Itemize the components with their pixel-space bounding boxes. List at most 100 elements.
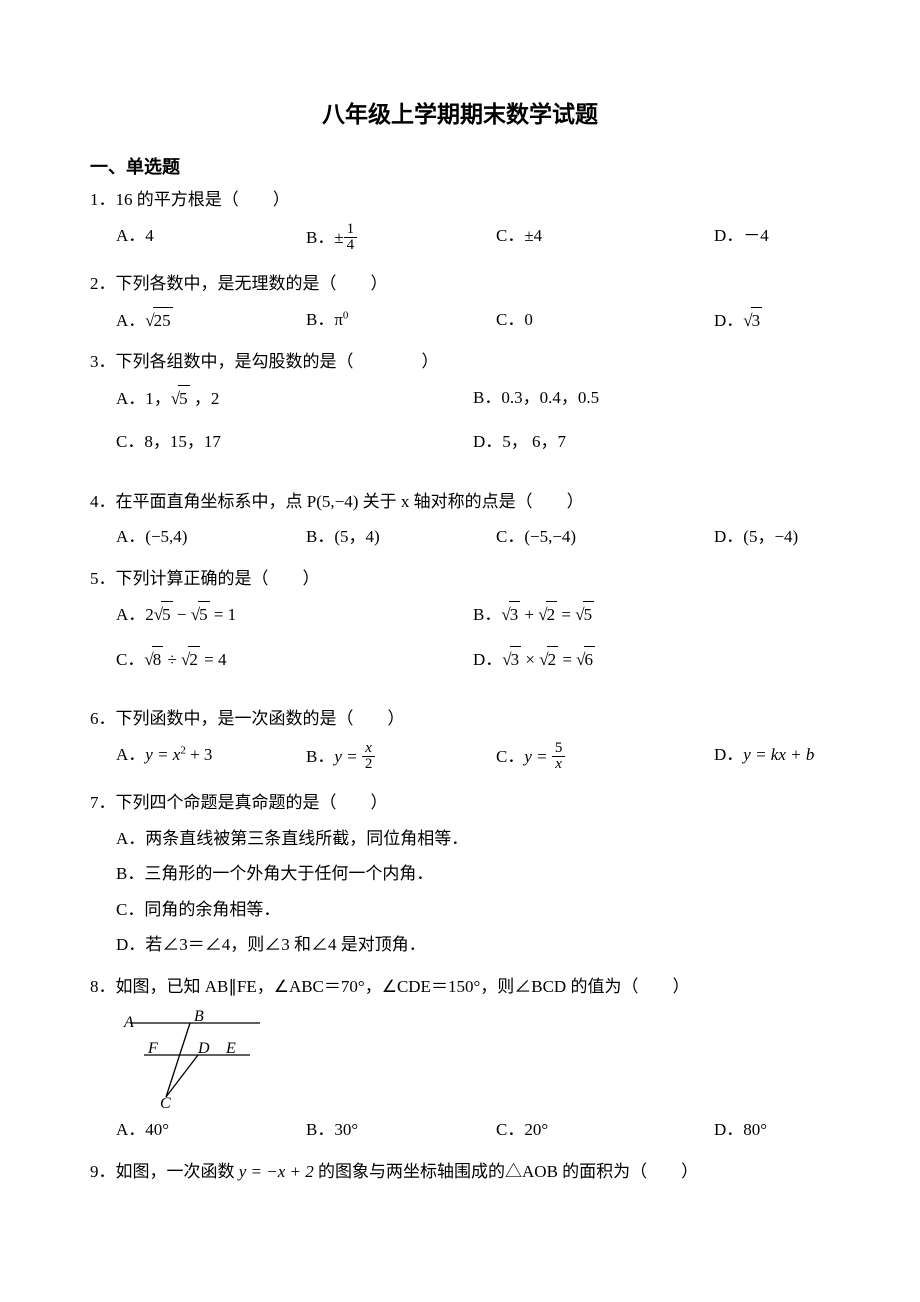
q6-b-frac: x2 (362, 741, 376, 774)
q5-d-sqrt2: √2 (539, 646, 558, 673)
q5-b-eq: = (557, 605, 575, 624)
q4-opt-c: C．(−5,−4) (496, 524, 714, 550)
q5-b-pre: B． (473, 605, 501, 624)
q5-d-eq: = (558, 650, 576, 669)
q5-b-sqrt1: √3 (501, 601, 520, 628)
q1-b-num: 1 (344, 222, 358, 238)
q1-b-frac: 14 (344, 222, 358, 255)
q3-a-post: ，2 (190, 389, 220, 408)
q3-stem: 3．下列各组数中，是勾股数的是（ ） (90, 349, 830, 375)
q4-options: A．(−5,4) B．(5，4) C．(−5,−4) D．(5，−4) (90, 524, 830, 550)
q2-opt-d: D．√3 (714, 307, 762, 334)
q9-stem-post: 的图象与两坐标轴围成的△AOB 的面积为（ ） (314, 1162, 698, 1181)
q5-options: A．2 √5 − √5 = 1 B．√3 + √2 = √5 C．√8 ÷ √2 … (90, 601, 830, 690)
q5-b-sqrt3: √5 (575, 601, 594, 628)
q2-d-pre: D． (714, 311, 743, 330)
q2-b-text: B．π (306, 310, 343, 329)
q8-label-d: D (197, 1040, 210, 1057)
q3-a-pre: A．1， (116, 389, 171, 408)
q8-opt-c: C．20° (496, 1117, 714, 1143)
q2-opt-a: A．√25 (116, 307, 306, 334)
q6-opt-c: C．y = 5x (496, 742, 714, 775)
q5-a-sqrt2: √5 (191, 601, 210, 628)
q7-opt-c: C．同角的余角相等． (116, 897, 830, 923)
q5-opt-d: D．√3 × √2 = √6 (473, 646, 830, 673)
q8-figure: A B F D E C (90, 1009, 830, 1109)
q1-options: A．4 B．±14 C．±4 D．－4 (90, 223, 830, 256)
q3-a-rad: 5 (178, 385, 190, 412)
q8-label-f: F (147, 1040, 158, 1057)
q1-stem: 1．16 的平方根是（ ） (90, 187, 830, 213)
q2-options: A．√25 B．π0 C．0 D．√3 (90, 307, 830, 334)
q1-b-pre: B．± (306, 228, 344, 247)
q5-d-sqrt1: √3 (502, 646, 521, 673)
q8-opt-b: B．30° (306, 1117, 496, 1143)
q6-a-expr: y = x (145, 745, 180, 764)
q5-a-post: = 1 (210, 605, 237, 624)
q5-d-sqrt3: √6 (576, 646, 595, 673)
q2-d-rad: 3 (751, 307, 763, 334)
q6-c-frac: 5x (552, 741, 566, 774)
q6-opt-b: B．y = x2 (306, 742, 496, 775)
q6-c-y: y = (524, 747, 552, 766)
q6-c-label: C． (496, 747, 524, 766)
q5-c-mid: ÷ (163, 650, 181, 669)
q8-label-c: C (160, 1095, 171, 1109)
q6-b-label: B． (306, 747, 334, 766)
q9-stem-pre: 9．如图，一次函数 (90, 1162, 239, 1181)
q5-a-pre: A．2 (116, 605, 154, 624)
q3-opt-d: D．5， 6，7 (473, 429, 830, 455)
q8-label-a: A (123, 1014, 134, 1031)
q8-label-b: B (194, 1009, 204, 1025)
q8-label-e: E (225, 1040, 236, 1057)
q4-stem: 4．在平面直角坐标系中，点 P(5,−4) 关于 x 轴对称的点是（ ） (90, 489, 830, 515)
q5-c-sqrt1: √8 (144, 646, 163, 673)
q4-opt-a: A．(−5,4) (116, 524, 306, 550)
q5-opt-a: A．2√5 − √5 = 1 (116, 601, 473, 628)
q7-stem: 7．下列四个命题是真命题的是（ ） (90, 790, 830, 816)
q5-d-pre: D． (473, 650, 502, 669)
q5-d-mid: × (521, 650, 539, 669)
q3-opt-c: C．8，15，17 (116, 429, 473, 455)
q6-opt-a: A．y = x2 + 3 (116, 742, 306, 775)
q6-a-post: + 3 (186, 745, 213, 764)
q1-opt-c: C．±4 (496, 223, 714, 256)
section-heading-1: 一、单选题 (90, 153, 830, 179)
q3-options: A．1，√5 ，2 B．0.3，0.4，0.5 C．8，15，17 D．5， 6… (90, 385, 830, 473)
q1-opt-a: A．4 (116, 223, 306, 256)
q8-stem: 8．如图，已知 AB∥FE，∠ABC＝70°，∠CDE＝150°，则∠BCD 的… (90, 974, 830, 1000)
q9-stem: 9．如图，一次函数 y = −x + 2 的图象与两坐标轴围成的△AOB 的面积… (90, 1159, 830, 1185)
q3-opt-a: A．1，√5 ，2 (116, 385, 473, 412)
q5-c-post: = 4 (200, 650, 227, 669)
q2-a-pre: A． (116, 311, 145, 330)
q5-b-sqrt2: √2 (538, 601, 557, 628)
q7-opt-a: A．两条直线被第三条直线所截，同位角相等． (116, 826, 830, 852)
q4-opt-b: B．(5，4) (306, 524, 496, 550)
q1-opt-b: B．±14 (306, 223, 496, 256)
q2-a-sqrt: √25 (145, 307, 172, 334)
q7-opt-d: D．若∠3＝∠4，则∠3 和∠4 是对顶角． (116, 932, 830, 958)
q5-opt-b: B．√3 + √2 = √5 (473, 601, 830, 628)
q1-b-den: 4 (344, 237, 358, 254)
q6-stem: 6．下列函数中，是一次函数的是（ ） (90, 706, 830, 732)
q2-stem: 2．下列各数中，是无理数的是（ ） (90, 271, 830, 297)
q7-opt-b: B．三角形的一个外角大于任何一个内角． (116, 861, 830, 887)
q6-opt-d: D．y = kx + b (714, 742, 814, 775)
q5-c-sqrt2: √2 (181, 646, 200, 673)
q2-a-rad: 25 (153, 307, 173, 334)
q5-stem: 5．下列计算正确的是（ ） (90, 566, 830, 592)
q6-options: A．y = x2 + 3 B．y = x2 C．y = 5x D．y = kx … (90, 742, 830, 775)
q2-b-sup: 0 (343, 309, 349, 321)
q6-b-y: y = (334, 747, 362, 766)
q6-d-expr: y = kx + b (743, 745, 814, 764)
q5-c-pre: C． (116, 650, 144, 669)
page-title: 八年级上学期期末数学试题 (90, 95, 830, 129)
q2-d-sqrt: √3 (743, 307, 762, 334)
q7-options: A．两条直线被第三条直线所截，同位角相等． B．三角形的一个外角大于任何一个内角… (90, 826, 830, 958)
q5-opt-c: C．√8 ÷ √2 = 4 (116, 646, 473, 673)
q1-opt-d: D．－4 (714, 223, 769, 256)
q6-d-label: D． (714, 745, 743, 764)
q2-opt-c: C．0 (496, 307, 714, 334)
q5-a-mid: − (173, 605, 191, 624)
q4-opt-d: D．(5，−4) (714, 524, 798, 550)
